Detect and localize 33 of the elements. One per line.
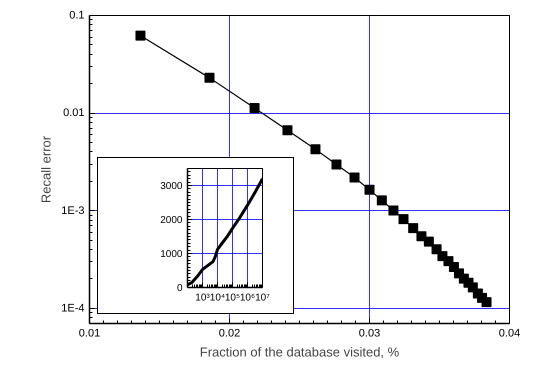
y-tick-label: 0.1 <box>69 10 85 22</box>
point <box>204 72 214 83</box>
point <box>350 172 360 183</box>
y-tick-label: 3000 <box>160 181 183 192</box>
point <box>331 159 342 170</box>
point <box>250 103 260 114</box>
y-tick-label: 0.01 <box>63 107 85 120</box>
x-tick-label: 10⁵ <box>224 292 240 304</box>
y-tick-label: 1000 <box>160 249 183 260</box>
point <box>408 223 418 234</box>
point <box>135 30 146 41</box>
point <box>364 184 374 195</box>
x-tick-label: 10⁷ <box>255 292 270 304</box>
x-tick-label: 10⁶ <box>240 292 256 304</box>
x-tick-label: 0.01 <box>78 328 100 340</box>
point <box>376 195 387 206</box>
x-tick-label: 0.04 <box>498 328 520 340</box>
y-tick-label: 1E-3 <box>61 204 85 217</box>
x-tick-label: 0.02 <box>218 328 240 340</box>
point <box>482 297 492 308</box>
y-tick-label: 2000 <box>160 215 183 226</box>
x-tick-label: 10³ <box>195 292 210 304</box>
x-tick-label: 10⁴ <box>210 292 226 304</box>
point <box>424 236 434 247</box>
y-tick-label: 0 <box>176 283 183 294</box>
x-axis-title: Fraction of the database visited, % <box>200 344 400 360</box>
point <box>398 214 409 224</box>
point <box>388 205 398 216</box>
point <box>282 125 292 136</box>
x-tick-label: 0.03 <box>358 328 380 340</box>
y-axis-title: Recall error <box>38 135 54 204</box>
point <box>310 144 320 154</box>
y-tick-label: 1E-4 <box>61 302 85 314</box>
